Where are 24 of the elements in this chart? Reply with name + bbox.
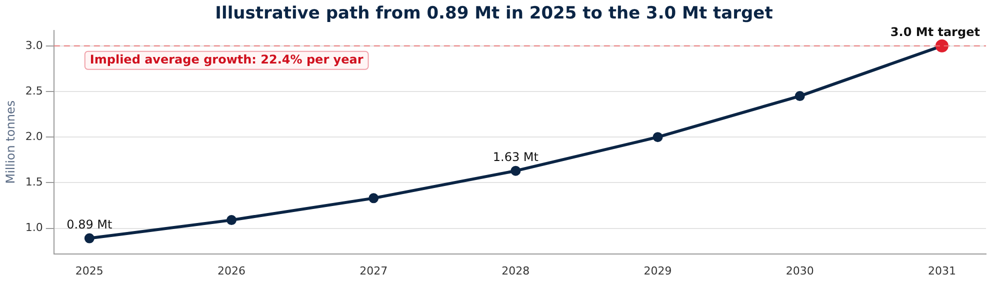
- y-tick-label: 3.0: [25, 38, 43, 52]
- x-tick-label: 2027: [360, 264, 388, 278]
- chart-title: Illustrative path from 0.89 Mt in 2025 to the 3.0 Mt target: [215, 4, 773, 24]
- annotation: 1.63 Mt: [492, 150, 539, 164]
- point: [794, 91, 805, 102]
- x-tick-label: 2031: [928, 264, 956, 278]
- x-tick-label: 2028: [502, 264, 530, 278]
- point: [510, 166, 521, 176]
- point: [652, 132, 663, 142]
- x-tick-label: 2029: [644, 264, 672, 278]
- annotation: Implied average growth: 22.4% per year: [90, 52, 364, 67]
- point: [84, 233, 94, 244]
- x-tick-label: 2026: [218, 264, 246, 278]
- y-tick-label: 1.5: [25, 176, 43, 189]
- point: [368, 193, 379, 204]
- y-axis-title: Million tonnes: [3, 100, 18, 184]
- y-tick-label: 1.0: [25, 221, 43, 234]
- point: [226, 215, 237, 226]
- annotation: 3.0 Mt target: [890, 25, 980, 40]
- x-tick-label: 2025: [75, 264, 104, 278]
- annotation: 0.89 Mt: [66, 217, 113, 232]
- y-tick-label: 2.5: [25, 84, 43, 98]
- y-tick-label: 2.0: [25, 130, 43, 143]
- x-tick-label: 2030: [786, 264, 814, 278]
